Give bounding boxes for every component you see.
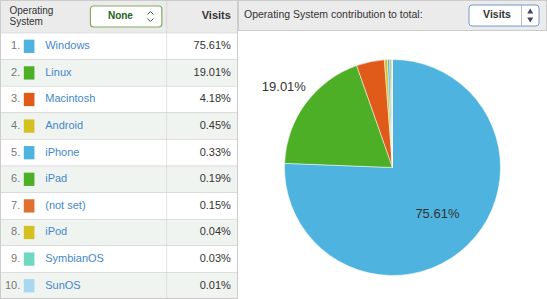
- value-label: 0.33%: [200, 146, 231, 158]
- legend-swatch: [24, 173, 35, 186]
- table-row-bg: [1, 33, 238, 60]
- pie-labels: 75.61% 19.01%: [262, 79, 460, 221]
- table-header-bg: [1, 1, 238, 34]
- category-label[interactable]: Windows: [45, 39, 90, 51]
- table-row-bg: [1, 86, 238, 113]
- legend-swatch: [24, 279, 35, 292]
- pie-slice: [391, 60, 393, 168]
- pie: [284, 59, 500, 275]
- rank-label: 1.: [11, 39, 20, 51]
- rank-label: 3.: [11, 92, 20, 104]
- legend-swatch: [24, 252, 35, 265]
- legend-swatch: [24, 66, 35, 79]
- legend-swatch: [24, 40, 35, 53]
- table-row-bg: [1, 60, 238, 87]
- table-row-bg: [1, 246, 238, 273]
- chart-title: Operating System contribution to total:: [244, 8, 423, 20]
- button-chevron[interactable]: [147, 12, 153, 22]
- pie-header: Operating System contribution to total: V…: [239, 1, 547, 31]
- category-label[interactable]: SymbianOS: [45, 252, 104, 264]
- table-row-bg: [1, 139, 238, 166]
- rank-label: 8.: [11, 225, 20, 237]
- value-label: 19.01%: [194, 66, 232, 78]
- table-row-bg: [1, 193, 238, 220]
- data-label: 75.61%: [415, 206, 460, 221]
- secondary-dimension-button[interactable]: [90, 6, 161, 27]
- value-label: 0.04%: [200, 225, 231, 237]
- legend-swatch: [24, 119, 35, 132]
- table: OperatingSystem None Visits 1. Windows 75.61%…: [1, 0, 238, 299]
- legend-swatch: [24, 93, 35, 106]
- legend-swatch: [24, 199, 35, 212]
- pie-slice: [392, 60, 393, 168]
- column-separator: [166, 0, 167, 299]
- table-row-bg: [1, 113, 238, 140]
- value-label: 4.18%: [200, 92, 231, 104]
- pie-slice: [390, 60, 393, 168]
- table-row-bg: [1, 166, 238, 193]
- column-header: Visits: [202, 9, 231, 21]
- chart: OperatingSystem None Visits 1. Windows 75.61%…: [0, 0, 547, 299]
- button-label[interactable]: None: [108, 10, 133, 21]
- category-label[interactable]: (not set): [45, 199, 85, 211]
- metric-selector[interactable]: [469, 5, 539, 26]
- metric-selector-label[interactable]: Visits: [483, 8, 511, 20]
- category-label[interactable]: Linux: [45, 66, 72, 78]
- value-label: 0.45%: [200, 119, 231, 131]
- table-border: [1, 1, 238, 299]
- rank-label: 4.: [11, 119, 20, 131]
- rank-label: 2.: [11, 66, 20, 78]
- legend-swatch: [24, 226, 35, 239]
- data-label: 19.01%: [262, 79, 307, 94]
- pie-slice: [392, 59, 393, 167]
- pie-slice: [387, 60, 392, 168]
- rank-label: 10.: [5, 279, 20, 291]
- pie-slice: [384, 60, 392, 168]
- category-label[interactable]: iPad: [45, 172, 67, 184]
- selector-separator: [521, 5, 522, 26]
- rank-label: 6.: [11, 172, 20, 184]
- column-header: OperatingSystem: [10, 5, 54, 27]
- pie-slice: [391, 60, 393, 168]
- pie-slice: [284, 60, 500, 276]
- category-label[interactable]: SunOS: [45, 279, 80, 291]
- value-label: 0.19%: [200, 172, 231, 184]
- category-label[interactable]: iPod: [45, 225, 67, 237]
- category-label[interactable]: Macintosh: [45, 92, 95, 104]
- category-label[interactable]: Android: [45, 119, 83, 131]
- pie-slice: [357, 60, 393, 168]
- legend-swatch: [24, 146, 35, 159]
- category-label[interactable]: iPhone: [45, 146, 79, 158]
- rank-label: 7.: [11, 199, 20, 211]
- rank-label: 5.: [11, 146, 20, 158]
- value-label: 0.15%: [200, 199, 231, 211]
- table-row-bg: [1, 272, 238, 299]
- pie-header-bg: [239, 1, 547, 31]
- table-row-bg: [1, 219, 238, 246]
- rank-label: 9.: [11, 252, 20, 264]
- value-label: 75.61%: [194, 39, 232, 51]
- selector-arrows[interactable]: [527, 9, 533, 23]
- value-label: 0.01%: [200, 279, 231, 291]
- value-label: 0.03%: [200, 252, 231, 264]
